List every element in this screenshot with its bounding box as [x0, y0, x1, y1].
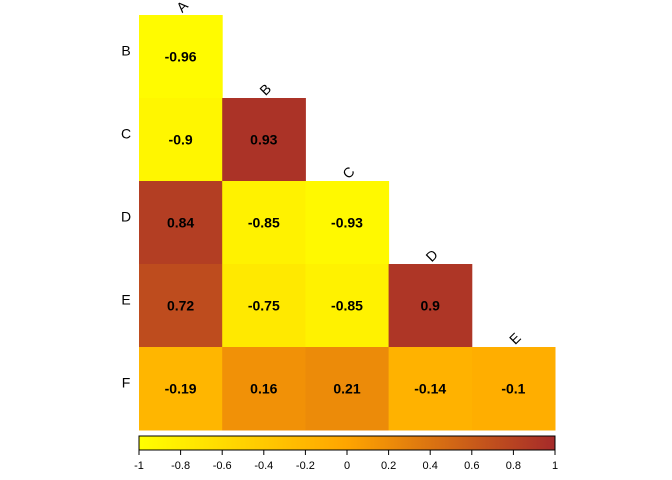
cell-value-label: 0.9 — [420, 298, 440, 314]
color-scale-tick-label: 0.2 — [381, 460, 396, 472]
cell-value-label: 0.21 — [333, 381, 360, 397]
color-scale-tick-label: 1 — [552, 460, 558, 472]
column-label: D — [422, 246, 440, 264]
row-labels: B C D E F — [121, 43, 131, 391]
cell-value-label: 0.93 — [250, 132, 277, 148]
cell-value-label: -0.9 — [169, 132, 193, 148]
row-label: E — [121, 292, 130, 308]
color-scale-tick-label: -0.2 — [296, 460, 315, 472]
heatmap-cell — [471, 347, 556, 431]
color-scale-tick-label: -1 — [134, 460, 144, 472]
heatmap-cells — [139, 15, 556, 431]
row-label: F — [122, 375, 131, 391]
heatmap-cell — [388, 264, 473, 348]
cell-value-label: -0.85 — [248, 215, 280, 231]
cell-value-label: -0.93 — [331, 215, 363, 231]
color-scale-tick-label: -0.8 — [171, 460, 190, 472]
heatmap-cell — [222, 264, 306, 348]
color-legend: -1 -0.8 -0.6 -0.4 -0.2 0 0.2 0.4 0.6 0.8 1 — [134, 435, 558, 472]
cell-value-label: 0.16 — [250, 381, 277, 397]
color-scale-bar — [138, 435, 556, 451]
color-scale-tick-label: 0.8 — [506, 460, 521, 472]
color-scale-tick-label: 0 — [344, 460, 350, 472]
heatmap-cell — [222, 98, 306, 182]
cell-value-label: -0.85 — [331, 298, 363, 314]
color-scale-tick-label: -0.6 — [213, 460, 232, 472]
cell-value-label: 0.84 — [167, 215, 194, 231]
cell-value-label: -0.96 — [165, 49, 197, 65]
color-scale-tick-label: 0.4 — [423, 460, 438, 472]
row-label: B — [121, 43, 130, 59]
column-label: B — [256, 81, 274, 99]
column-label: A — [173, 0, 191, 15]
heatmap-cell — [305, 181, 390, 265]
heatmap-cell — [139, 15, 223, 99]
heatmap-cell — [139, 181, 223, 265]
heatmap-cell-labels: -0.96 -0.9 0.93 0.84 -0.85 -0.93 0.72 -0.75 -0.8… — [165, 49, 526, 397]
heatmap-cell — [305, 264, 390, 348]
heatmap-cell — [305, 347, 390, 431]
heatmap-cell — [139, 264, 223, 348]
heatmap-cell — [139, 347, 223, 431]
color-scale-tick-label: 0.6 — [464, 460, 479, 472]
heatmap-cell — [388, 347, 473, 431]
cell-value-label: -0.75 — [248, 298, 280, 314]
heatmap-cell — [139, 98, 223, 182]
cell-value-label: -0.1 — [501, 381, 525, 397]
heatmap-cell — [222, 181, 306, 265]
column-label: C — [339, 163, 357, 181]
column-label: E — [506, 330, 524, 348]
row-label: D — [121, 209, 131, 225]
cell-value-label: -0.14 — [414, 381, 446, 397]
row-label: C — [121, 126, 131, 142]
heatmap-cell — [222, 347, 306, 431]
cell-value-label: -0.19 — [165, 381, 197, 397]
cell-value-label: 0.72 — [167, 298, 194, 314]
color-scale-tick-label: -0.4 — [254, 460, 273, 472]
